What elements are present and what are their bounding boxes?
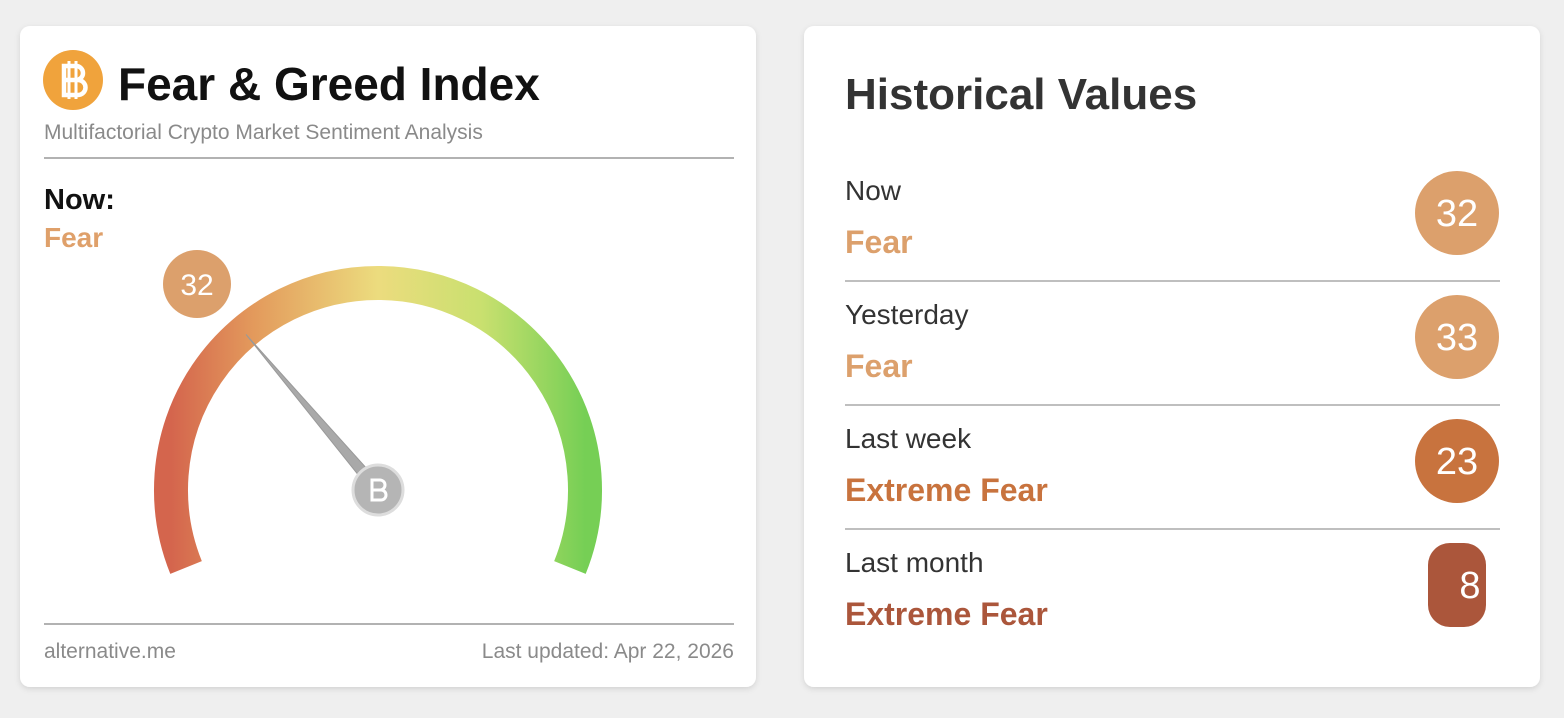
- hub-logo: [370, 478, 388, 502]
- history-title: Historical Values: [845, 70, 1197, 119]
- value-label: 32: [180, 269, 213, 302]
- now-classification: Fear: [44, 222, 103, 253]
- now-label: Now:: [44, 184, 115, 216]
- value-badge: [1415, 171, 1499, 255]
- row-label: Last week: [845, 423, 972, 454]
- value-badge: [1428, 543, 1486, 627]
- gauge: 32: [154, 250, 602, 574]
- row-classification: Fear: [845, 224, 913, 260]
- row-classification: Fear: [845, 348, 913, 384]
- bitcoin-logo: [43, 50, 103, 110]
- subtitle: Multifactorial Crypto Market Sentiment A…: [44, 121, 483, 144]
- value-badge: [163, 250, 231, 318]
- row-classification: Extreme Fear: [845, 472, 1048, 508]
- value-label: 8: [1459, 565, 1480, 607]
- value-label: 23: [1436, 441, 1478, 483]
- row-label: Yesterday: [845, 299, 969, 330]
- source: alternative.me: [44, 640, 176, 663]
- row-label: Last month: [845, 547, 984, 578]
- history-card: [804, 26, 1540, 687]
- title: Fear & Greed Index: [118, 58, 540, 110]
- gauge-arc: [154, 266, 602, 574]
- row-label: Now: [845, 175, 902, 206]
- history-rows: Now Fear 32 Yesterday Fear 33 Last week Extreme…: [845, 171, 1500, 632]
- value-label: 32: [1436, 193, 1478, 235]
- value-badge: [1415, 295, 1499, 379]
- last-updated: Last updated: Apr 22, 2026: [482, 640, 734, 663]
- value-label: 33: [1436, 317, 1478, 359]
- row-classification: Extreme Fear: [845, 596, 1048, 632]
- value-badge: [1415, 419, 1499, 503]
